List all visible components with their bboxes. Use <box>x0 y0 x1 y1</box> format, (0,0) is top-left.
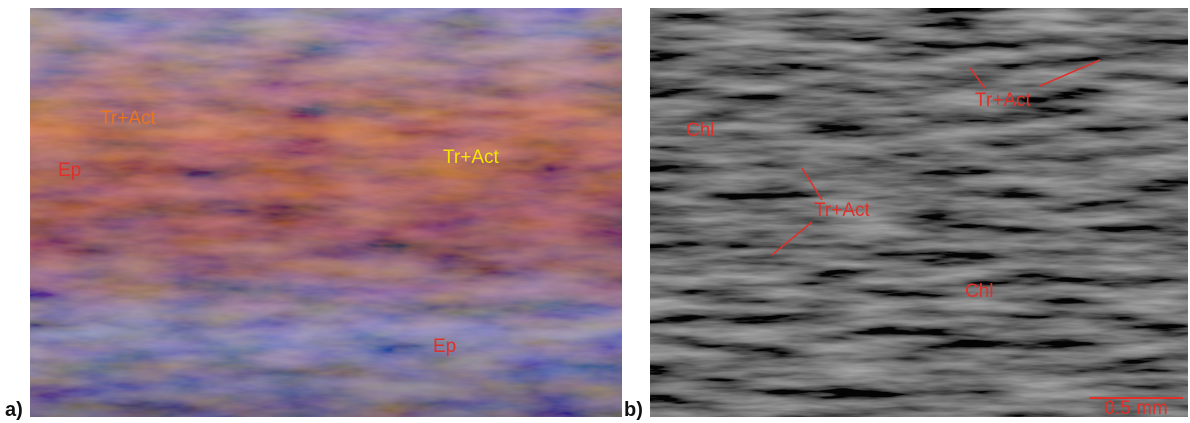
mineral-label: Chl <box>965 281 994 302</box>
panel-a <box>30 8 622 417</box>
panel-b <box>650 8 1188 417</box>
mineral-label: Ep <box>433 336 456 357</box>
panel-letter: b) <box>624 399 643 421</box>
mineral-label: Tr+Act <box>975 90 1031 111</box>
micrograph-b-texture <box>650 8 1188 417</box>
scale-bar-label: 0.5 mm <box>1104 398 1167 419</box>
mineral-label: Tr+Act <box>100 108 156 129</box>
micrograph-a-tint <box>30 8 622 417</box>
mineral-label: Ep <box>58 160 81 181</box>
mineral-label: Chl <box>686 120 715 141</box>
figure: a) Tr+Act Ep Tr+Act Ep b) Chl Tr+Act Tr+Act Chl 0.… <box>0 0 1190 423</box>
mineral-label: Tr+Act <box>443 147 499 168</box>
panel-letter: a) <box>5 399 23 421</box>
mineral-label: Tr+Act <box>814 200 870 221</box>
